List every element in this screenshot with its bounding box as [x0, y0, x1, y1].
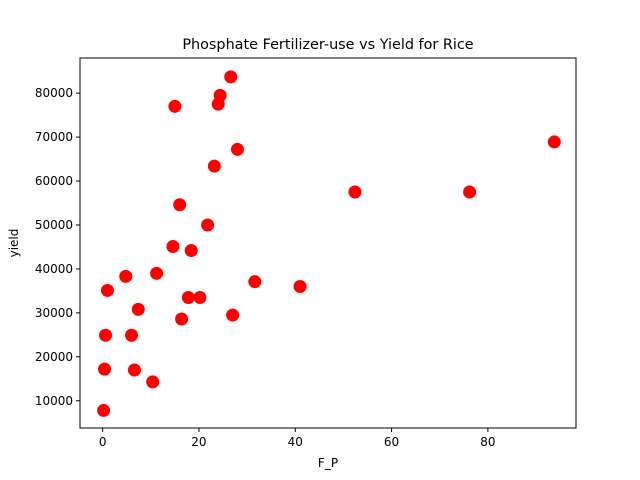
y-tick-label: 60000: [35, 174, 73, 188]
y-axis-label: yield: [7, 229, 21, 258]
data-point: [100, 283, 114, 297]
y-tick-label: 80000: [35, 86, 73, 100]
data-point: [207, 159, 221, 173]
data-point: [168, 99, 182, 113]
points-layer: [97, 70, 561, 417]
x-axis-label: F_P: [318, 456, 338, 470]
data-point: [175, 312, 189, 326]
data-point: [127, 363, 141, 377]
y-tick-label: 40000: [35, 262, 73, 276]
x-tick-label: 80: [480, 435, 495, 449]
y-tick-label: 30000: [35, 306, 73, 320]
chart-title: Phosphate Fertilizer-use vs Yield for Ri…: [182, 37, 473, 53]
x-tick-label: 0: [99, 435, 107, 449]
data-point: [119, 269, 133, 283]
y-tick-label: 20000: [35, 350, 73, 364]
x-tick-label: 60: [384, 435, 399, 449]
data-point: [181, 290, 195, 304]
data-point: [150, 266, 164, 280]
x-tick-label: 20: [191, 435, 206, 449]
data-point: [193, 290, 207, 304]
data-point: [226, 308, 240, 322]
y-tick-label: 70000: [35, 130, 73, 144]
data-point: [98, 362, 112, 376]
x-tick-label: 40: [288, 435, 303, 449]
data-point: [146, 375, 160, 389]
y-tick-label: 10000: [35, 394, 73, 408]
data-point: [224, 70, 238, 84]
data-point: [348, 185, 362, 199]
data-point: [99, 328, 113, 342]
data-point: [166, 240, 180, 254]
data-point: [97, 403, 111, 417]
data-point: [125, 328, 139, 342]
data-point: [248, 275, 262, 289]
data-point: [184, 243, 198, 257]
ticks-layer: 0 20 40 60 80 10000 20000 30000 40000 50000 60000 7…: [35, 86, 496, 449]
data-point: [173, 198, 187, 212]
data-point: [213, 88, 227, 102]
plot-frame: [79, 57, 577, 429]
data-point: [293, 280, 307, 294]
data-point: [201, 218, 215, 232]
data-point: [131, 302, 145, 316]
y-tick-label: 50000: [35, 218, 73, 232]
data-point: [463, 185, 477, 199]
data-point: [230, 142, 244, 156]
data-point: [547, 135, 561, 149]
